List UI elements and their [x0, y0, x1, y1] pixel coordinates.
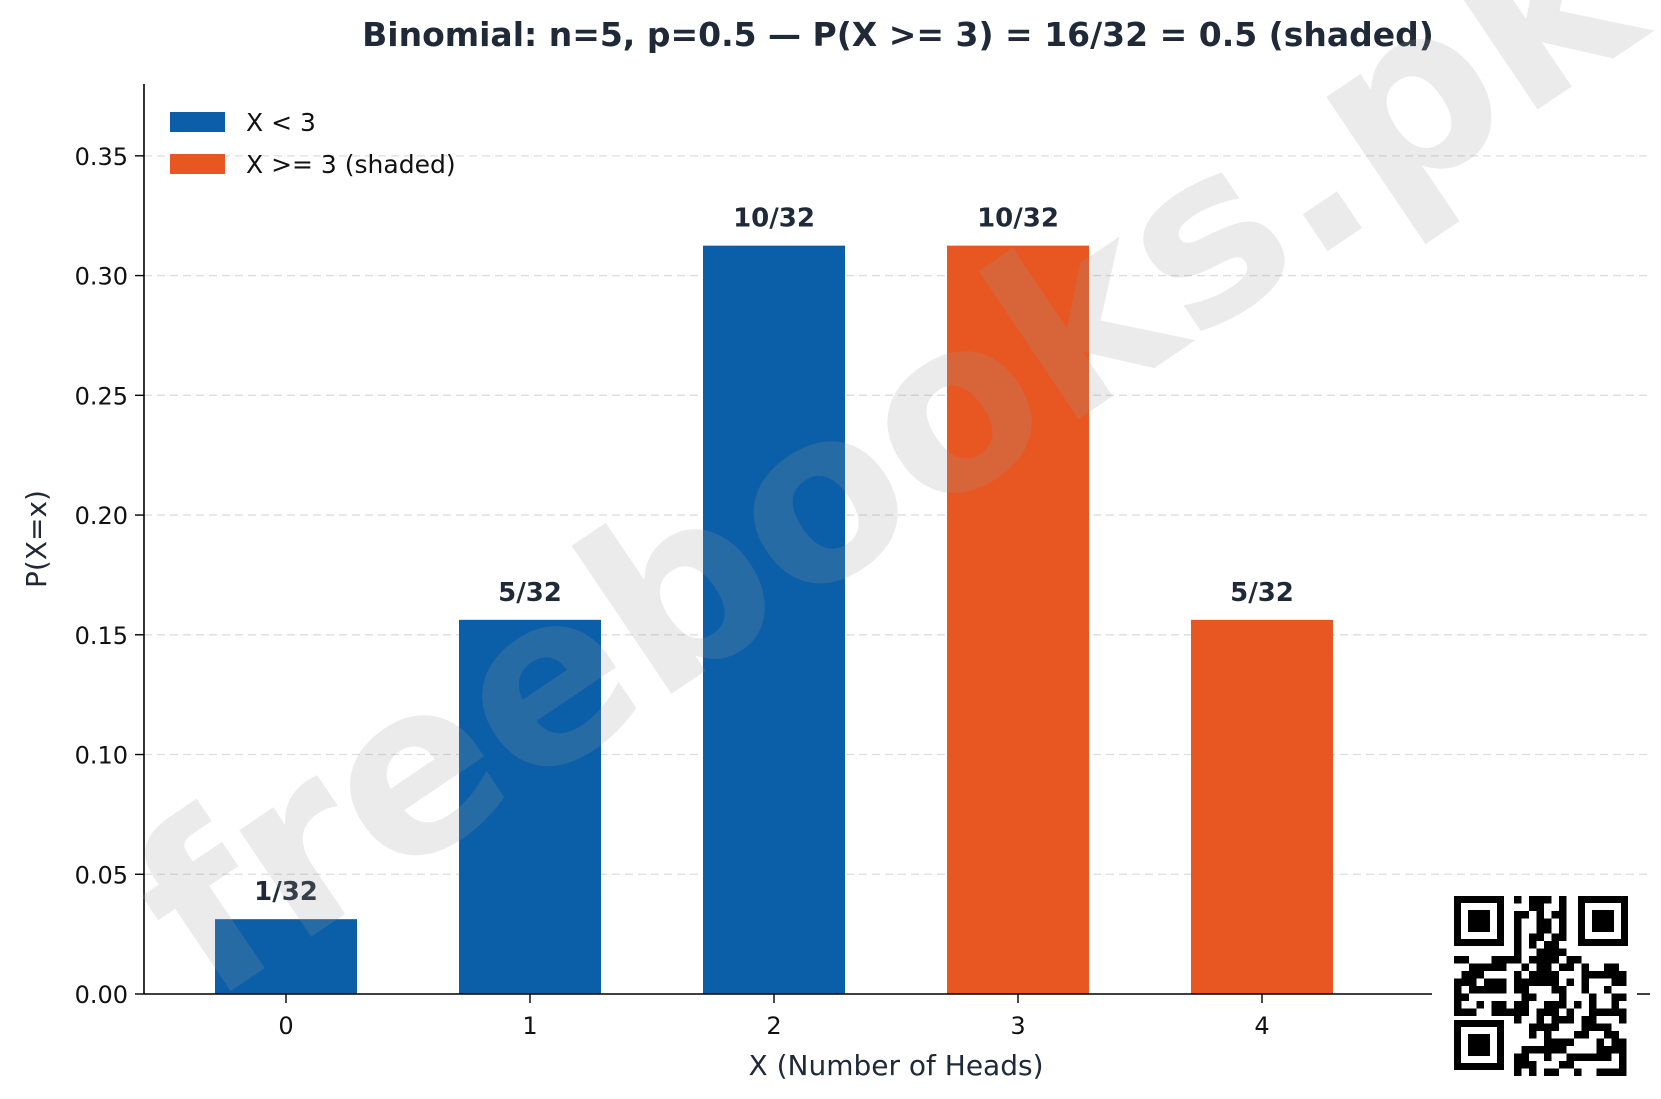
x-axis-label: X (Number of Heads) — [749, 1049, 1044, 1082]
bar-x-4 — [1191, 619, 1333, 994]
bar-value-label: 10/32 — [733, 204, 815, 234]
y-axis-ticks: 0.00 0.05 0.10 0.15 0.20 0.25 0.30 0.35 — [75, 143, 144, 1009]
chart-title: Binomial: n=5, p=0.5 — P(X >= 3) = 16/32… — [362, 15, 1434, 54]
x-tick-label: 2 — [766, 1012, 781, 1040]
bar-value-label: 1/32 — [254, 877, 318, 907]
x-axis-ticks: 0 1 2 3 4 — [278, 994, 1270, 1040]
legend-label: X >= 3 (shaded) — [246, 150, 456, 179]
y-axis-label: P(X=x) — [20, 490, 53, 588]
bar-x-1 — [459, 619, 601, 994]
bar-value-label: 5/32 — [498, 578, 562, 608]
y-tick-label: 0.00 — [75, 981, 128, 1009]
y-tick-label: 0.20 — [75, 502, 128, 530]
gridlines — [144, 155, 1650, 875]
bar-value-labels: 1/32 5/32 10/32 10/32 5/32 — [254, 204, 1294, 908]
x-tick-label: 4 — [1254, 1012, 1269, 1040]
x-tick-label: 0 — [278, 1012, 293, 1040]
bar-x-2 — [703, 245, 845, 995]
x-tick-label: 1 — [522, 1012, 537, 1040]
y-tick-label: 0.15 — [75, 622, 128, 650]
y-tick-label: 0.25 — [75, 382, 128, 410]
legend-swatch — [170, 154, 225, 174]
bar-x-0 — [215, 919, 357, 994]
bar-value-label: 5/32 — [1230, 578, 1294, 608]
bar-value-label: 10/32 — [977, 204, 1059, 234]
y-tick-label: 0.10 — [75, 742, 128, 770]
y-tick-label: 0.30 — [75, 263, 128, 291]
bars — [215, 245, 1333, 995]
legend-swatch — [170, 112, 225, 132]
legend-label: X < 3 — [246, 108, 316, 137]
y-tick-label: 0.35 — [75, 143, 128, 171]
y-tick-label: 0.05 — [75, 861, 128, 889]
bar-x-3 — [947, 245, 1089, 995]
legend: X < 3 X >= 3 (shaded) — [170, 108, 456, 179]
x-tick-label: 3 — [1010, 1012, 1025, 1040]
qr-code-icon — [1432, 886, 1637, 1091]
